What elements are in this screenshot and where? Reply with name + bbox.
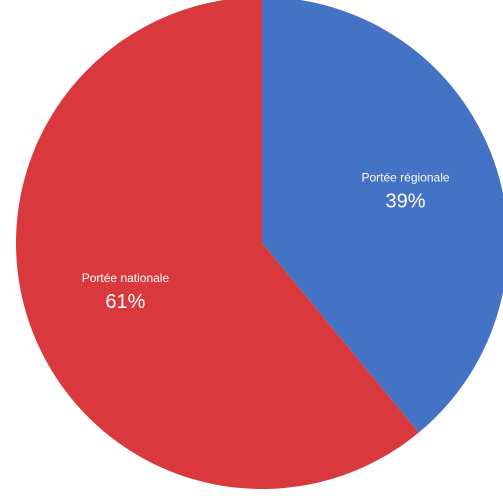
slice-value-label-1: 61%	[105, 291, 145, 313]
slice-name-label-1: Portée nationale	[82, 271, 170, 285]
pie-slices	[16, 0, 503, 489]
pie-slice-1	[16, 0, 419, 489]
slice-value-label-0: 39%	[385, 190, 425, 212]
pie-slice-0	[262, 0, 503, 433]
pie-labels: Portée régionale 39% Portée nationale 61%	[82, 170, 450, 313]
slice-name-label-0: Portée régionale	[361, 170, 449, 184]
